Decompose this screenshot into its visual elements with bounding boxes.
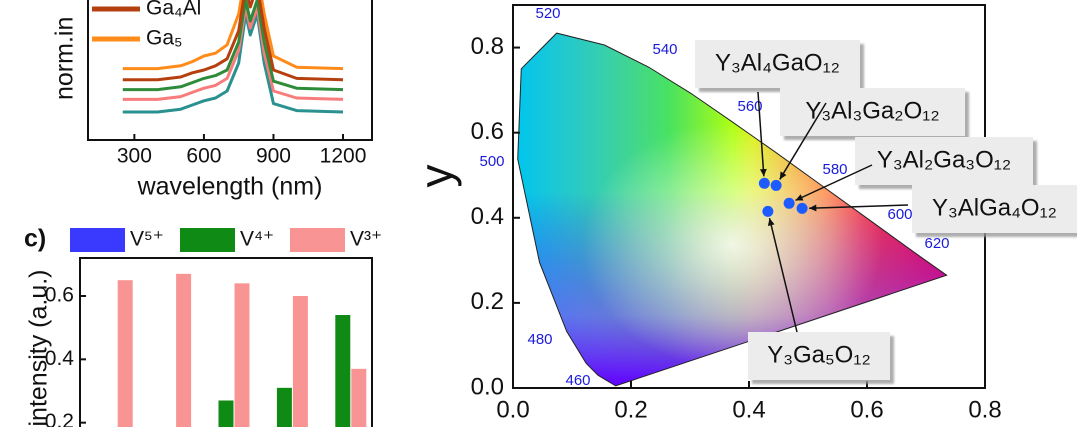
locus-label: 620 — [924, 235, 949, 252]
bar — [335, 315, 351, 427]
x-tick-label: 0.0 — [496, 396, 529, 423]
spectrum-line — [122, 0, 344, 92]
arrow — [795, 164, 873, 202]
arrow-head — [795, 194, 804, 201]
point-label: Y₃AlGa₄O₁₂ — [932, 194, 1057, 221]
lines — [122, 0, 344, 114]
legend-label: V³⁺ — [350, 228, 382, 251]
locus-label: 520 — [535, 5, 560, 22]
y-axis-label: y — [410, 165, 462, 188]
arrow-head — [759, 168, 767, 177]
legend-swatch — [70, 228, 125, 252]
arrow — [768, 218, 798, 333]
legend-label: Ga₅ — [146, 27, 182, 50]
locus-label: 600 — [887, 206, 912, 223]
legend-label: V⁴⁺ — [240, 228, 274, 251]
x-tick-label: 0.2 — [614, 396, 647, 423]
spectrum-line — [122, 0, 344, 71]
y-tick-label: 0.4 — [471, 203, 504, 230]
label-box — [695, 40, 860, 88]
point-label: Y₃Al₃Ga₂O₁₂ — [805, 97, 939, 124]
y-tick-label: 0.6 — [471, 118, 504, 145]
point-label: Y₃Al₄GaO₁₂ — [715, 49, 840, 76]
locus-label: 460 — [565, 372, 590, 389]
x-tick-label: 300 — [117, 145, 152, 168]
axis-frame — [79, 257, 373, 427]
locus-label: 580 — [822, 161, 847, 178]
spectrum-line — [122, 0, 344, 82]
axis-frame — [87, 0, 373, 141]
label-box — [912, 185, 1077, 233]
legend-label: V⁵⁺ — [130, 228, 164, 251]
spectral-locus — [517, 32, 948, 387]
label-box — [748, 332, 890, 380]
arrow — [757, 91, 765, 177]
bar — [276, 387, 292, 427]
locus-label: 480 — [527, 331, 552, 348]
bar — [117, 280, 133, 427]
point — [783, 197, 795, 209]
y-tick-label: 0.4 — [45, 347, 75, 370]
panel-label: c) — [24, 225, 46, 253]
point-label: Y₃Al₂Ga₃O₁₂ — [877, 146, 1011, 173]
spectrum-line — [122, 12, 344, 114]
x-tick-label: 0.6 — [850, 396, 883, 423]
arrow-head — [809, 204, 817, 212]
point — [762, 205, 774, 217]
y-tick-label: 0.2 — [471, 288, 504, 315]
bar — [218, 400, 234, 427]
y-tick-label: 0.2 — [45, 410, 74, 427]
y-tick-label: 0.8 — [471, 33, 504, 60]
point — [796, 202, 808, 214]
x-tick-label: 600 — [186, 145, 221, 168]
legend-swatch — [290, 228, 345, 252]
spectrum-line — [122, 5, 344, 101]
x-tick-label: 0.4 — [732, 396, 765, 423]
bar — [292, 296, 308, 427]
point — [758, 177, 770, 189]
bar — [351, 368, 367, 427]
arrow-head — [767, 218, 775, 227]
locus-label: 560 — [737, 98, 762, 115]
arrow-head — [779, 171, 787, 180]
y-axis-label: norm.in — [51, 17, 79, 100]
y-tick-label: 0.0 — [471, 373, 504, 400]
spectra-plot: 300 600 900 1200 wavelength (nm) norm.in Ga₄Al… — [51, 0, 373, 201]
arrow — [779, 102, 827, 180]
label-box — [855, 137, 1033, 185]
bar — [176, 273, 192, 427]
legend-label: Ga₄Al — [146, 0, 201, 20]
point-label: Y₃Ga₅O₁₂ — [767, 341, 871, 368]
gamut — [517, 33, 947, 386]
arrow — [809, 204, 909, 209]
locus-label: 540 — [652, 41, 677, 58]
x-axis-label: wavelength (nm) — [137, 173, 323, 201]
point — [770, 179, 782, 191]
y-axis-label: intensity (a.u.) — [25, 269, 53, 426]
legend-swatch — [180, 228, 235, 252]
bar — [234, 283, 250, 427]
x-tick-label: 1200 — [320, 145, 367, 168]
cie-plot: 520 540 560 580 600 620 500 480 460 0.0 0.2 0.4 0.6 0… — [410, 4, 1077, 423]
y-tick-label: 0.6 — [45, 284, 74, 307]
x-tick-label: 0.8 — [968, 396, 1001, 423]
x-tick-label: 900 — [256, 145, 291, 168]
locus-label: 500 — [479, 153, 504, 170]
